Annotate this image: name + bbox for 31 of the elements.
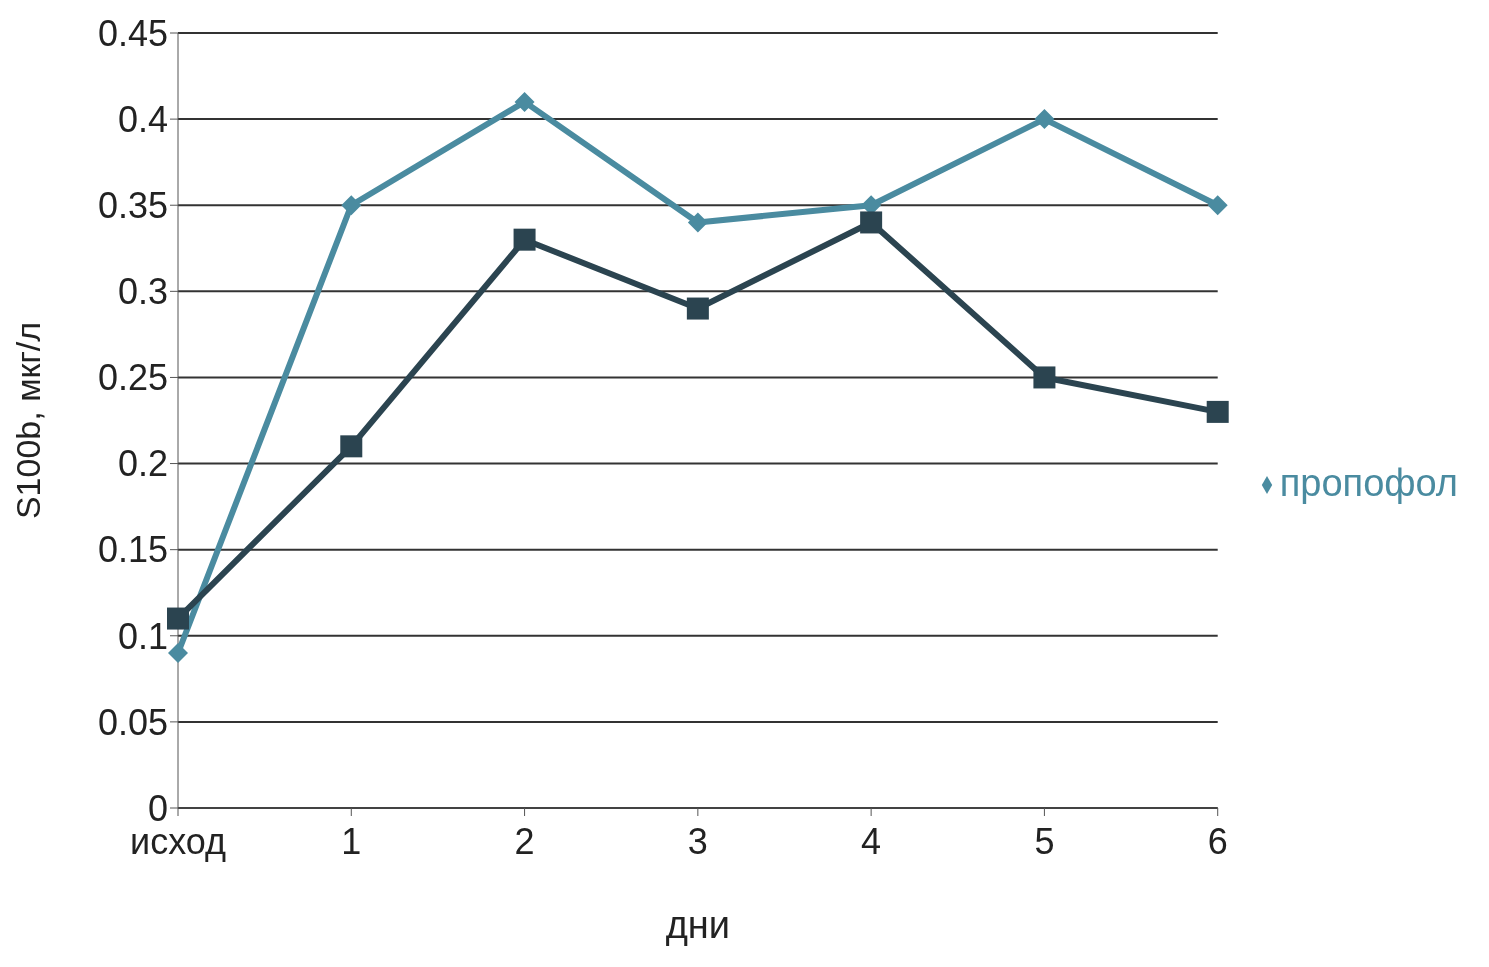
y-tick-label: 0.15 — [97, 529, 168, 571]
point — [1034, 109, 1055, 130]
y-tick-label: 0.2 — [117, 443, 168, 485]
point — [860, 211, 883, 234]
y-tick-label: 0.35 — [97, 185, 168, 226]
point — [1033, 366, 1056, 389]
point — [341, 195, 362, 216]
y-axis-title: S100b, мкг/л — [9, 321, 48, 520]
point — [340, 435, 363, 458]
x-axis-title: дни — [665, 904, 731, 946]
point — [514, 91, 535, 112]
y-tick-label: 0.25 — [97, 357, 168, 399]
x-tick-label: 4 — [861, 820, 882, 862]
x-tick-label: 1 — [341, 820, 362, 862]
legend-label: пропофол — [1279, 461, 1458, 504]
point — [1207, 195, 1228, 216]
y-tick-label: 0.3 — [117, 271, 168, 313]
y-tick-label: 0.4 — [117, 98, 168, 140]
point — [687, 212, 708, 233]
point — [167, 607, 189, 630]
y-tick-label: 0.05 — [97, 701, 168, 743]
x-tick-label: 5 — [1034, 820, 1055, 862]
y-tick-label: 0.45 — [97, 12, 168, 54]
point — [686, 297, 709, 320]
x-tick-label: 2 — [514, 820, 535, 862]
x-tick-label: 6 — [1207, 820, 1228, 862]
x-tick-label: 3 — [687, 820, 708, 862]
y-tick-label: 0.1 — [117, 615, 168, 657]
point — [168, 643, 188, 663]
point — [1206, 400, 1229, 423]
point — [513, 228, 536, 251]
